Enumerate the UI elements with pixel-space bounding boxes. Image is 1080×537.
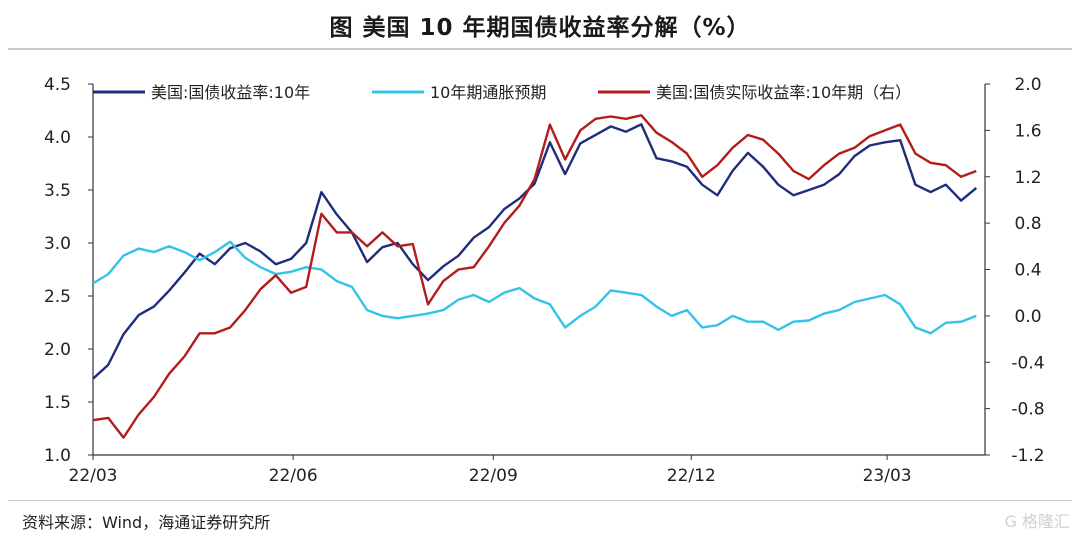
y-left-tick-label: 1.0 xyxy=(44,446,71,466)
y-left-tick-label: 4.0 xyxy=(44,128,71,148)
y-left-tick-label: 4.5 xyxy=(44,75,71,95)
legend-label-1: 美国:国债收益率:10年 xyxy=(151,83,310,102)
source-note: 资料来源：Wind，海通证券研究所 xyxy=(22,513,271,532)
legend-label-2: 10年期通胀预期 xyxy=(430,83,546,102)
y-left-tick-label: 1.5 xyxy=(44,393,71,413)
x-tick-label: 22/06 xyxy=(269,466,318,486)
legend: 美国:国债收益率:10年 10年期通胀预期 美国:国债实际收益率:10年期（右） xyxy=(93,83,911,102)
y-right-tick-label: -0.8 xyxy=(1011,400,1044,420)
x-tick-label: 22/03 xyxy=(69,466,118,486)
title-divider xyxy=(8,48,1072,50)
y-right-tick-label: 0.4 xyxy=(1014,261,1041,281)
x-tick-label: 22/09 xyxy=(469,466,518,486)
y-left-tick-label: 2.5 xyxy=(44,287,71,307)
y-right-tick-label: 0.0 xyxy=(1014,307,1041,327)
watermark-text: G 格隆汇 xyxy=(1004,512,1071,531)
chart-title: 图 美国 10 年期国债收益率分解（%） xyxy=(329,15,751,41)
x-tick-label: 23/03 xyxy=(863,466,912,486)
legend-label-3: 美国:国债实际收益率:10年期（右） xyxy=(656,83,911,102)
x-tick-label: 22/12 xyxy=(667,466,716,486)
y-right-tick-label: 2.0 xyxy=(1014,75,1041,95)
series-layer xyxy=(92,114,978,439)
y-right-tick-label: -1.2 xyxy=(1011,446,1044,466)
y-left-tick-label: 2.0 xyxy=(44,340,71,360)
axes: 1.0 1.5 2.0 2.5 3.0 3.5 4.0 4.5 -1.2 -0.8 -0.4 0.0 0… xyxy=(44,75,1045,486)
y-right-tick-label: 0.8 xyxy=(1014,214,1041,234)
y-right-tick-label: -0.4 xyxy=(1011,353,1044,373)
y-right-tick-label: 1.2 xyxy=(1014,168,1041,188)
y-left-tick-label: 3.0 xyxy=(44,234,71,254)
source-divider xyxy=(8,500,1072,501)
y-right-tick-label: 1.6 xyxy=(1014,121,1041,141)
series-line-1 xyxy=(92,123,978,380)
y-left-tick-label: 3.5 xyxy=(44,181,71,201)
series-line-2 xyxy=(92,240,977,335)
series-line-3 xyxy=(92,114,977,439)
